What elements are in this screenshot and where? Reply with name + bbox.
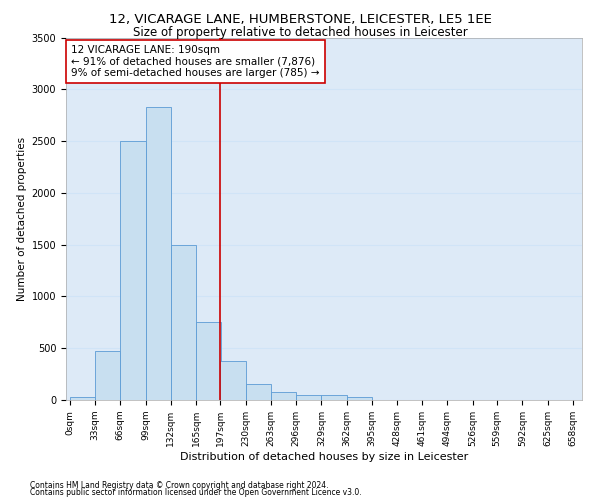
Bar [296, 395, 322, 400]
Text: 12 VICARAGE LANE: 190sqm
← 91% of detached houses are smaller (7,876)
9% of semi: 12 VICARAGE LANE: 190sqm ← 91% of detach… [71, 45, 320, 78]
X-axis label: Distribution of detached houses by size in Leicester: Distribution of detached houses by size … [180, 452, 468, 462]
Bar [271, 392, 296, 400]
Y-axis label: Number of detached properties: Number of detached properties [17, 136, 28, 301]
Bar [95, 351, 120, 400]
Bar [347, 398, 372, 400]
Text: Contains public sector information licensed under the Open Government Licence v3: Contains public sector information licen… [30, 488, 362, 497]
Bar [196, 322, 221, 400]
Bar [220, 361, 245, 400]
Bar [245, 384, 271, 400]
Text: 12, VICARAGE LANE, HUMBERSTONE, LEICESTER, LE5 1EE: 12, VICARAGE LANE, HUMBERSTONE, LEICESTE… [109, 12, 491, 26]
Bar [146, 108, 171, 400]
Bar [171, 244, 196, 400]
Bar [322, 395, 347, 400]
Text: Contains HM Land Registry data © Crown copyright and database right 2024.: Contains HM Land Registry data © Crown c… [30, 480, 329, 490]
Bar [120, 141, 146, 400]
Bar [70, 398, 95, 400]
Text: Size of property relative to detached houses in Leicester: Size of property relative to detached ho… [133, 26, 467, 39]
